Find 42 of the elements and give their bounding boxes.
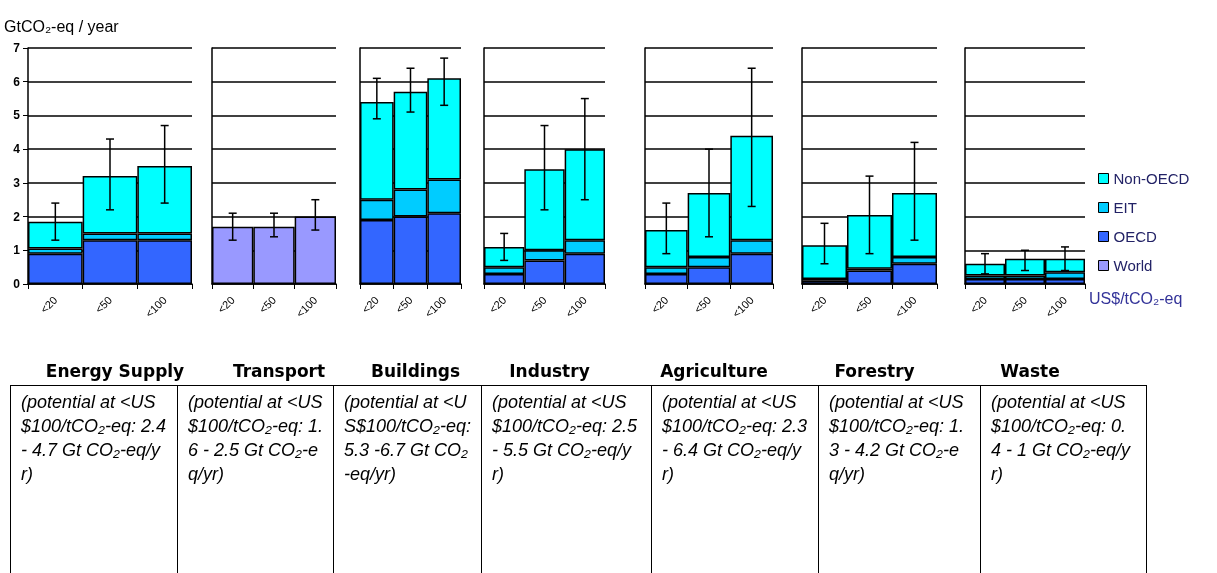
x-tick-label: <50 <box>92 293 115 316</box>
x-tick-label: <20 <box>215 293 237 316</box>
y-tick-label: 4 <box>13 142 21 157</box>
x-tick-label: <20 <box>37 293 60 316</box>
text: (potential at <US$100/tCO₂-eq: 1.3 - 4.2 Gt CO₂-eq/yr) <box>818 385 980 573</box>
x-tick-label: <20 <box>648 293 671 316</box>
x-tick-label: <50 <box>393 293 415 316</box>
x-tick-label: <50 <box>1007 293 1030 316</box>
text: (potential at <US$100/tCO₂-eq: 5.3 -6.7 Gt CO₂-eq/yr) <box>333 385 481 573</box>
legend-label: EIT <box>1113 199 1137 216</box>
y-tick-label: 7 <box>13 41 21 55</box>
x-tick-label: <50 <box>256 293 279 316</box>
text: Energy Supply <box>45 360 185 381</box>
text: Agriculture <box>660 360 768 381</box>
x-axis-title: US$/tCO₂-eq <box>1089 289 1183 307</box>
y-tick-label: 1 <box>13 243 21 258</box>
text: (potential at <US$100/tCO₂-eq: 2.4 - 4.7 Gt CO₂-eq/yr) <box>10 385 177 573</box>
legend-label: OECD <box>1113 228 1157 245</box>
text: Waste <box>1000 360 1060 381</box>
y-tick-label: 3 <box>13 175 21 190</box>
x-tick-label: <50 <box>852 293 874 316</box>
legend-label: World <box>1113 257 1153 274</box>
legend-label: Non-OECD <box>1113 170 1190 187</box>
x-tick-label: <20 <box>967 293 990 316</box>
x-tick-label: <20 <box>359 293 382 316</box>
x-tick-label: <50 <box>691 293 714 316</box>
text: Forestry <box>834 360 915 381</box>
y-tick-label: 5 <box>13 108 21 123</box>
text: Buildings <box>370 360 461 381</box>
text: Transport <box>232 360 326 381</box>
text: (potential at <US$100/tCO₂-eq: 1.6 - 2.5 Gt CO₂-eq/yr) <box>177 385 333 573</box>
y-tick-label: 0 <box>13 277 21 291</box>
y-axis-title: GtCO₂-eq / year <box>4 17 120 35</box>
text: (potential at <US$100/tCO₂-eq: 2.3 - 6.4 Gt CO₂-eq/yr) <box>651 385 818 573</box>
text: Industry <box>509 360 590 381</box>
text: (potential at <US$100/tCO₂-eq: 2.5 - 5.5 Gt CO₂-eq/yr) <box>481 385 651 573</box>
y-tick-label: 2 <box>13 209 21 224</box>
x-tick-label: <20 <box>807 293 829 316</box>
y-tick-label: 6 <box>13 74 21 89</box>
x-tick-label: <20 <box>486 293 509 316</box>
x-tick-label: <50 <box>527 293 549 316</box>
text: (potential at <US$100/tCO₂-eq: 0.4 - 1 Gt CO₂-eq/yr) <box>980 385 1147 573</box>
